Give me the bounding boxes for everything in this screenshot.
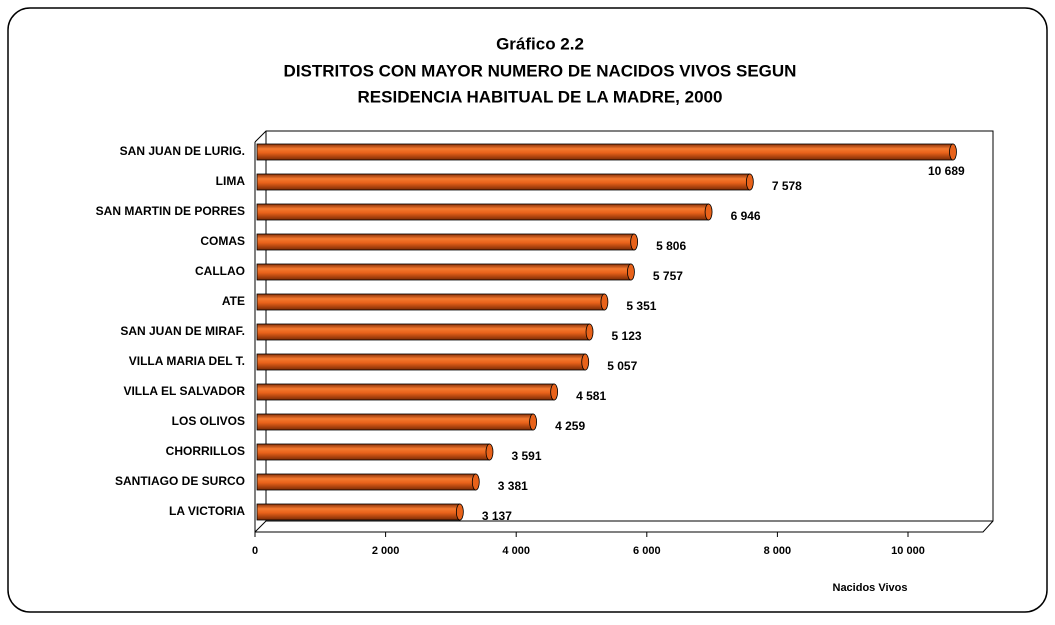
bar-body [256,203,709,221]
axis-title: Nacidos Vivos [833,582,908,594]
data-label: 5 806 [656,239,686,253]
x-tick-label: 2 000 [372,545,400,557]
bar [256,173,754,191]
y-tick-label: VILLA MARIA DEL T. [129,354,245,368]
bar [256,503,464,521]
data-label: 5 757 [653,269,683,283]
bar-cap [704,203,713,221]
data-label: 5 351 [626,299,656,313]
data-label: 3 381 [498,479,528,493]
bar-cap [455,503,464,521]
bar-body [256,263,632,281]
chart-title: Gráfico 2.2 [496,34,584,53]
bar-body [256,323,590,341]
y-tick-label: SAN MARTIN DE PORRES [96,204,245,218]
bar-body [256,293,605,311]
y-tick-label: SANTIAGO DE SURCO [115,474,245,488]
bar-body [256,353,586,371]
x-tick-label: 6 000 [633,545,661,557]
data-label: 3 591 [511,449,541,463]
bar [256,383,559,401]
bar [256,233,639,251]
data-label: 4 581 [576,389,606,403]
bar-body [256,413,534,431]
data-label: 7 578 [772,179,802,193]
y-tick-label: LOS OLIVOS [172,414,245,428]
bar [256,203,713,221]
bar-body [256,383,555,401]
chart-title: RESIDENCIA HABITUAL DE LA MADRE, 2000 [358,87,723,106]
bar [256,293,609,311]
bar-cap [600,293,609,311]
bar [256,443,494,461]
bar-cap [550,383,559,401]
bar-cap [630,233,639,251]
bar [256,353,590,371]
x-tick-label: 8 000 [764,545,792,557]
bar-cap [949,143,957,161]
data-label: 4 259 [555,419,585,433]
x-tick-label: 4 000 [502,545,530,557]
y-tick-label: LIMA [216,174,246,188]
bar-body [256,233,635,251]
bar-cap [745,173,754,191]
y-tick-label: SAN JUAN DE MIRAF. [120,324,245,338]
bar-cap [581,353,590,371]
bar-cap [627,263,635,281]
bar [256,263,635,281]
x-tick-label: 0 [252,545,258,557]
bar [256,143,957,161]
data-label: 5 057 [607,359,637,373]
x-tick-label: 10 000 [891,545,925,557]
y-tick-label: CHORRILLOS [166,444,245,458]
y-tick-label: SAN JUAN DE LURIG. [120,144,245,158]
bar [256,413,538,431]
bar-cap [585,323,594,341]
data-label: 5 123 [612,329,642,343]
data-label: 6 946 [731,209,761,223]
y-tick-label: VILLA EL SALVADOR [123,384,245,398]
y-tick-label: CALLAO [195,264,245,278]
bar-cap [485,443,494,461]
bar-cap [471,473,480,491]
bar-body [256,173,751,191]
bar-body [256,143,954,161]
bar-body [256,473,477,491]
y-tick-label: LA VICTORIA [169,504,245,518]
y-tick-label: COMAS [200,234,245,248]
data-label: 10 689 [928,164,965,178]
bar-body [256,503,461,521]
bar [256,473,480,491]
chart-title: DISTRITOS CON MAYOR NUMERO DE NACIDOS VI… [284,61,797,80]
bar [256,323,594,341]
bar-cap [529,413,538,431]
bar-body [256,443,490,461]
y-tick-label: ATE [222,294,245,308]
data-label: 3 137 [482,509,512,523]
